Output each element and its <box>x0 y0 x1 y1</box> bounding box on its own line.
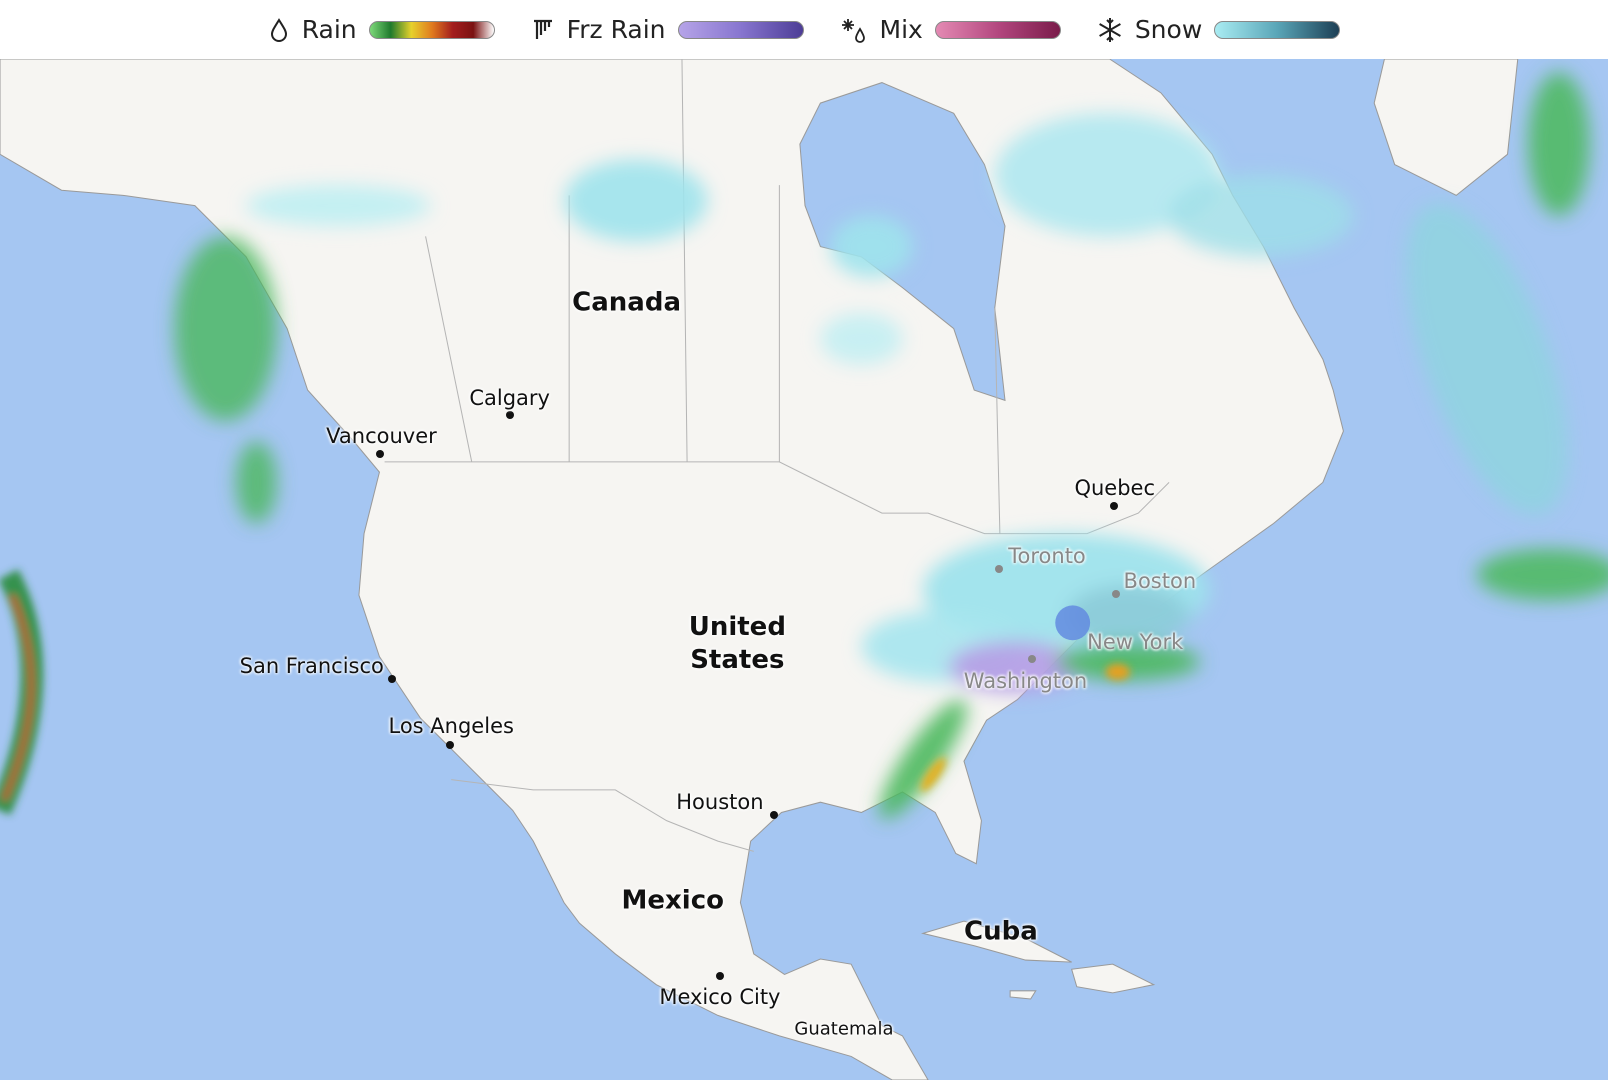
legend-gradient <box>1214 20 1341 39</box>
legend-item: Mix <box>840 15 1061 44</box>
legend-label: Rain <box>301 15 357 44</box>
legend-gradient <box>934 20 1061 39</box>
snow-icon <box>1098 17 1121 42</box>
legend-label: Frz Rain <box>566 15 666 44</box>
legend-label: Snow <box>1134 15 1203 44</box>
frz-rain-icon <box>533 19 552 39</box>
legend-gradient <box>368 20 495 39</box>
legend-label: Mix <box>879 15 923 44</box>
mix-icon <box>841 18 865 43</box>
precipitation <box>174 72 1608 819</box>
legend-item: Frz Rain <box>531 15 804 44</box>
location-marker <box>1055 605 1091 641</box>
borders <box>384 59 1170 852</box>
legend-gradient <box>677 20 804 39</box>
legend: Rain Frz Rain Mix Snow <box>0 0 1608 59</box>
map <box>0 59 1608 1080</box>
legend-item: Rain <box>268 15 495 44</box>
precipitation-cores <box>0 569 1131 815</box>
legend-item: Snow <box>1097 15 1341 44</box>
rain-icon <box>270 17 287 42</box>
